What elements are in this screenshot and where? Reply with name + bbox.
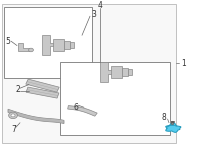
Bar	[171, 121, 173, 124]
Polygon shape	[42, 35, 59, 55]
Bar	[2, 4, 176, 143]
Bar	[53, 39, 64, 51]
Polygon shape	[100, 62, 117, 82]
Circle shape	[9, 112, 17, 119]
Text: 5: 5	[6, 37, 10, 46]
Bar	[64, 41, 70, 49]
Text: 7: 7	[12, 125, 16, 134]
Text: 2: 2	[16, 85, 20, 94]
Circle shape	[11, 114, 15, 117]
Polygon shape	[26, 87, 59, 98]
Polygon shape	[18, 43, 29, 51]
Polygon shape	[166, 123, 181, 132]
Circle shape	[29, 48, 33, 52]
Text: 4: 4	[98, 1, 102, 10]
Bar	[4, 7, 92, 78]
Bar	[60, 62, 170, 135]
Text: 6: 6	[74, 103, 78, 112]
Bar	[128, 69, 132, 75]
Polygon shape	[26, 79, 59, 92]
Text: 3: 3	[92, 10, 96, 19]
Bar	[122, 68, 128, 76]
Text: 8: 8	[162, 113, 166, 122]
Bar	[70, 42, 74, 48]
Polygon shape	[68, 106, 97, 116]
Text: 1: 1	[182, 59, 186, 68]
Polygon shape	[8, 109, 64, 124]
Bar	[111, 66, 122, 78]
Bar	[171, 121, 174, 122]
